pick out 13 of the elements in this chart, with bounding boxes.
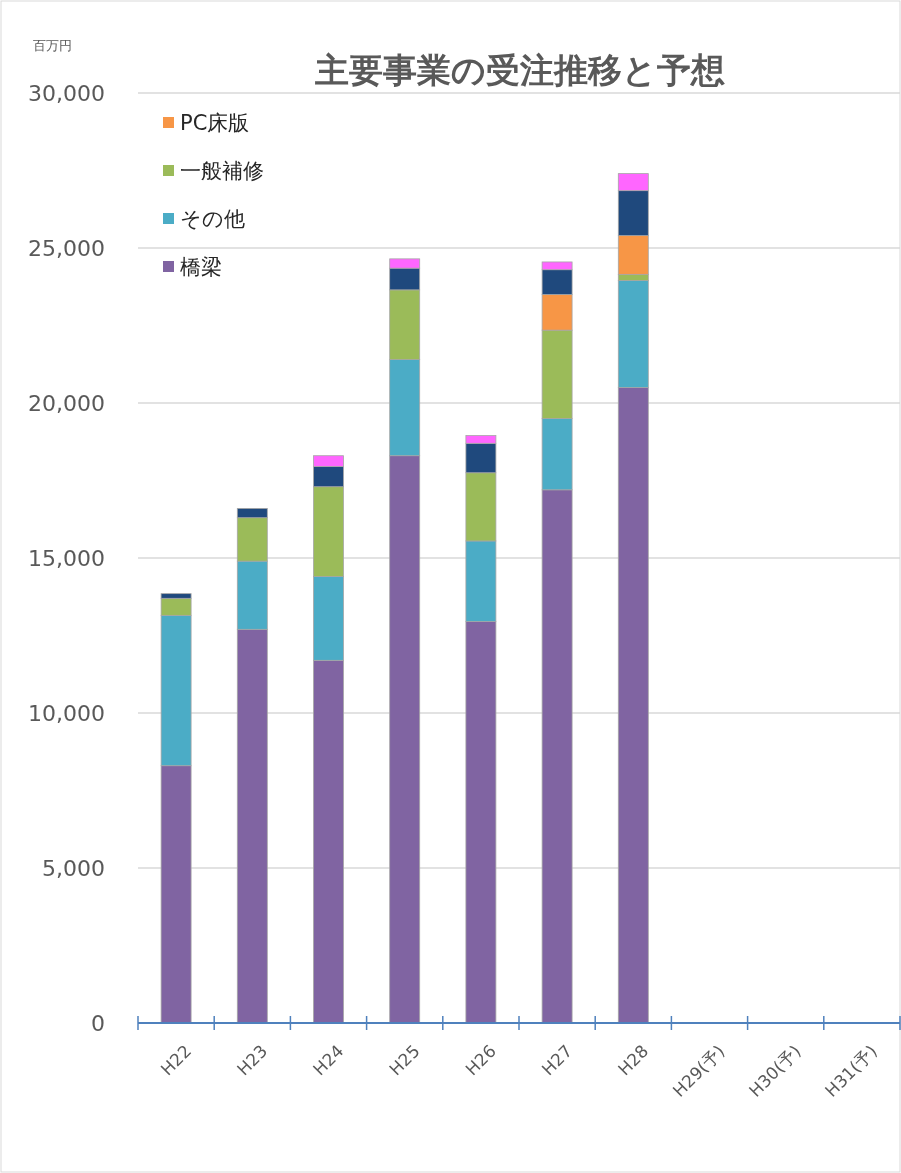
y-tick-label: 10,000 — [28, 700, 105, 726]
y-tick-label: 25,000 — [28, 235, 105, 261]
y-tick-label: 0 — [91, 1010, 105, 1036]
legend-label: 一般補修 — [180, 159, 264, 184]
chart-title: 主要事業の受注推移と予想 — [314, 50, 725, 90]
y-axis-title: 百万円 — [33, 38, 72, 53]
legend-label: 橋梁 — [180, 255, 222, 280]
y-tick-label: 20,000 — [28, 390, 105, 416]
y-tick-label: 5,000 — [42, 855, 105, 881]
y-tick-label: 15,000 — [28, 545, 105, 571]
legend-label: PC床版 — [180, 111, 250, 136]
legend-label: その他 — [180, 207, 245, 232]
y-tick-label: 30,000 — [28, 80, 105, 106]
